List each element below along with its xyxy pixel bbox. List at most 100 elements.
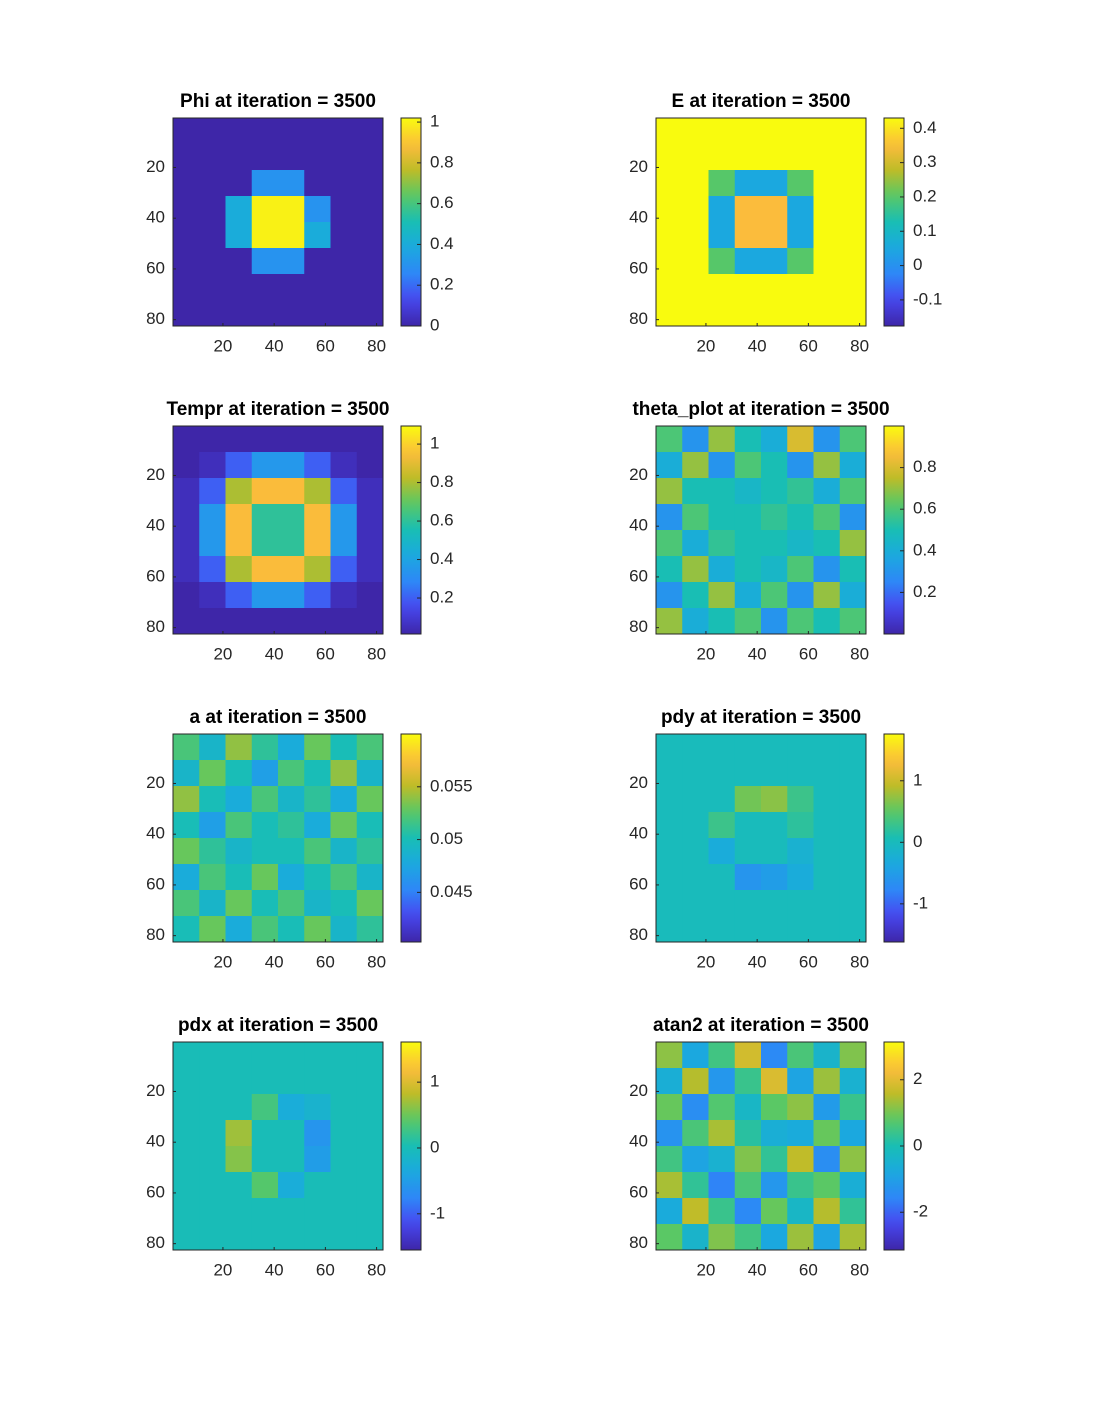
heatmap-cell — [251, 838, 279, 865]
heatmap-cell — [813, 1172, 841, 1199]
x-tick-label: 20 — [213, 336, 232, 355]
heatmap-cell — [761, 248, 788, 275]
heatmap-cell — [199, 248, 226, 275]
heatmap-cell — [225, 1068, 253, 1095]
heatmap-cell — [787, 274, 814, 301]
heatmap-cell — [813, 760, 841, 787]
y-tick-label: 60 — [629, 258, 648, 277]
heatmap-cell — [656, 1172, 683, 1199]
heatmap-cell — [787, 300, 814, 327]
colorbar-tick-label: 1 — [913, 770, 922, 789]
heatmap-cell — [656, 864, 683, 891]
heatmap-cell — [225, 426, 253, 453]
axes-box — [655, 1041, 867, 1251]
title: theta_plot at iteration = 3500 — [632, 399, 889, 420]
heatmap-cell — [173, 504, 200, 531]
heatmap-cell — [304, 426, 331, 453]
colorbar-tick-label: 0.6 — [913, 499, 937, 518]
heatmap-cell — [787, 170, 814, 197]
x-tick-label: 80 — [367, 336, 386, 355]
heatmap-cell — [356, 426, 384, 453]
y-tick-label: 40 — [146, 1132, 165, 1151]
heatmap-cell — [708, 530, 736, 557]
heatmap-cell — [682, 144, 709, 171]
title: Tempr at iteration = 3500 — [167, 399, 390, 420]
heatmap-cell — [787, 608, 814, 635]
heatmap-cell — [304, 916, 331, 943]
heatmap-cell — [839, 248, 867, 275]
heatmap-cell — [708, 1094, 736, 1121]
heatmap-cell — [251, 1146, 279, 1173]
heatmap-cell — [225, 118, 253, 145]
heatmap-cell — [734, 582, 762, 609]
heatmap-cell — [356, 478, 384, 505]
heatmap-cell — [225, 144, 253, 171]
heatmap-cell — [734, 890, 762, 917]
heatmap-cell — [304, 222, 331, 249]
heatmap-cell — [225, 1224, 253, 1251]
heatmap-cell — [225, 838, 253, 865]
x-tick-label: 40 — [265, 1260, 284, 1279]
heatmap-cell — [708, 582, 736, 609]
heatmap-cell — [656, 582, 683, 609]
heatmap-cell — [225, 274, 253, 301]
heatmap-cell — [839, 1042, 867, 1069]
heatmap-cell — [199, 838, 226, 865]
title: pdx at iteration = 3500 — [178, 1015, 378, 1036]
heatmap-cell — [656, 1146, 683, 1173]
heatmap-cell — [656, 504, 683, 531]
heatmap-cell — [251, 890, 279, 917]
heatmap-cell — [278, 734, 305, 761]
y-tick-label: 40 — [629, 1132, 648, 1151]
heatmap-cell — [330, 1146, 358, 1173]
colorbar-tick-label: 0.2 — [430, 588, 454, 607]
x-tick-label: 60 — [316, 952, 335, 971]
heatmap-cell — [734, 170, 762, 197]
colorbar-tick-label: 0 — [430, 315, 439, 334]
heatmap-cell — [761, 426, 788, 453]
x-tick-label: 60 — [799, 336, 818, 355]
heatmap-cell — [330, 1198, 358, 1225]
heatmap-cell — [304, 1198, 331, 1225]
heatmap-cell — [199, 478, 226, 505]
heatmap-cell — [251, 916, 279, 943]
heatmap-cell — [356, 452, 384, 479]
heatmap-cell — [839, 170, 867, 197]
colorbar-tick-label: -1 — [430, 1203, 445, 1222]
heatmap-cell — [708, 1146, 736, 1173]
heatmap-cell — [734, 196, 762, 223]
axes-box — [172, 1041, 384, 1251]
heatmap-cell — [278, 1068, 305, 1095]
heatmap-cell — [813, 426, 841, 453]
heatmap-cell — [225, 222, 253, 249]
colorbar — [883, 425, 905, 635]
heatmap-cell — [251, 608, 279, 635]
heatmap-cell — [734, 504, 762, 531]
heatmap-cell — [656, 838, 683, 865]
heatmap-cell — [356, 812, 384, 839]
heatmap-cell — [330, 274, 358, 301]
heatmap-cell — [225, 452, 253, 479]
heatmap-cell — [682, 1224, 709, 1251]
heatmap-cell — [708, 504, 736, 531]
colorbar-tick-label: 0 — [913, 832, 922, 851]
y-tick-label: 60 — [146, 258, 165, 277]
heatmap-cell — [734, 1120, 762, 1147]
heatmap-cell — [656, 1120, 683, 1147]
heatmap-cell — [356, 556, 384, 583]
y-tick-label: 40 — [629, 824, 648, 843]
heatmap-cell — [813, 1094, 841, 1121]
heatmap-cell — [199, 530, 226, 557]
heatmap-cell — [787, 864, 814, 891]
heatmap-cell — [708, 838, 736, 865]
heatmap-cell — [330, 582, 358, 609]
heatmap-cell — [225, 196, 253, 223]
heatmap-cell — [839, 1094, 867, 1121]
heatmap-cell — [251, 760, 279, 787]
heatmap-cell — [278, 916, 305, 943]
axes-box — [655, 733, 867, 943]
heatmap-cell — [330, 452, 358, 479]
heatmap-cell — [199, 812, 226, 839]
heatmap-cell — [330, 478, 358, 505]
heatmap-cell — [304, 864, 331, 891]
